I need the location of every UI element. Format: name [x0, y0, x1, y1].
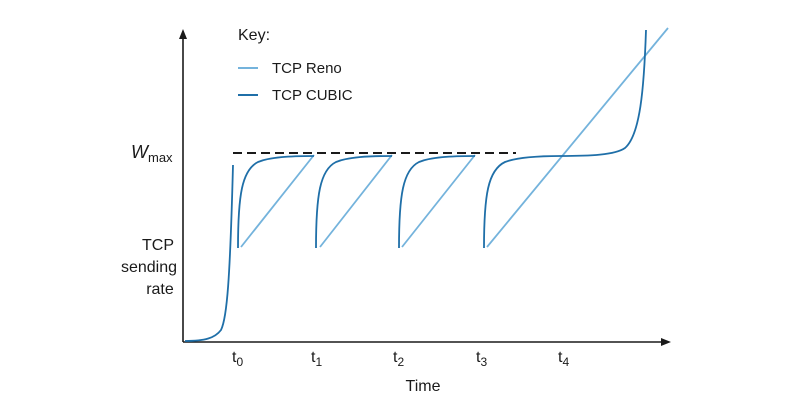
legend-label-reno: TCP Reno — [272, 60, 342, 77]
reno-segment — [240, 154, 315, 248]
cubic-segment — [483, 29, 647, 249]
tcp-reno-curve — [240, 27, 669, 248]
tick-t3: t3 — [476, 349, 487, 369]
wmax-label: Wmax — [131, 142, 173, 165]
cubic-slow-start — [184, 164, 234, 342]
reno-segment — [486, 27, 669, 248]
y-axis-label-line-1: TCP — [142, 237, 174, 254]
tick-t1: t1 — [311, 349, 322, 369]
legend-title: Key: — [238, 27, 270, 44]
y-axis-label-line-3: rate — [146, 281, 174, 298]
cubic-segment — [315, 155, 393, 249]
x-axis-label: Time — [406, 378, 441, 395]
wmax-label-sub: max — [148, 150, 173, 165]
tcp-cubic-curve — [184, 29, 647, 342]
legend: Key: TCP Reno TCP CUBIC — [238, 27, 353, 104]
tick-t4: t4 — [558, 349, 569, 369]
cubic-segment — [237, 155, 315, 249]
y-axis-label: TCP sending rate — [121, 237, 177, 298]
tick-t0: t0 — [232, 349, 243, 369]
tick-t2: t2 — [393, 349, 404, 369]
cubic-segment — [398, 155, 476, 249]
wmax-label-main: W — [131, 142, 150, 162]
reno-segment — [401, 154, 476, 248]
reno-segment — [319, 154, 393, 248]
legend-label-cubic: TCP CUBIC — [272, 87, 353, 104]
y-axis-label-line-2: sending — [121, 259, 177, 276]
time-ticks: t0 t1 t2 t3 t4 — [232, 349, 569, 369]
